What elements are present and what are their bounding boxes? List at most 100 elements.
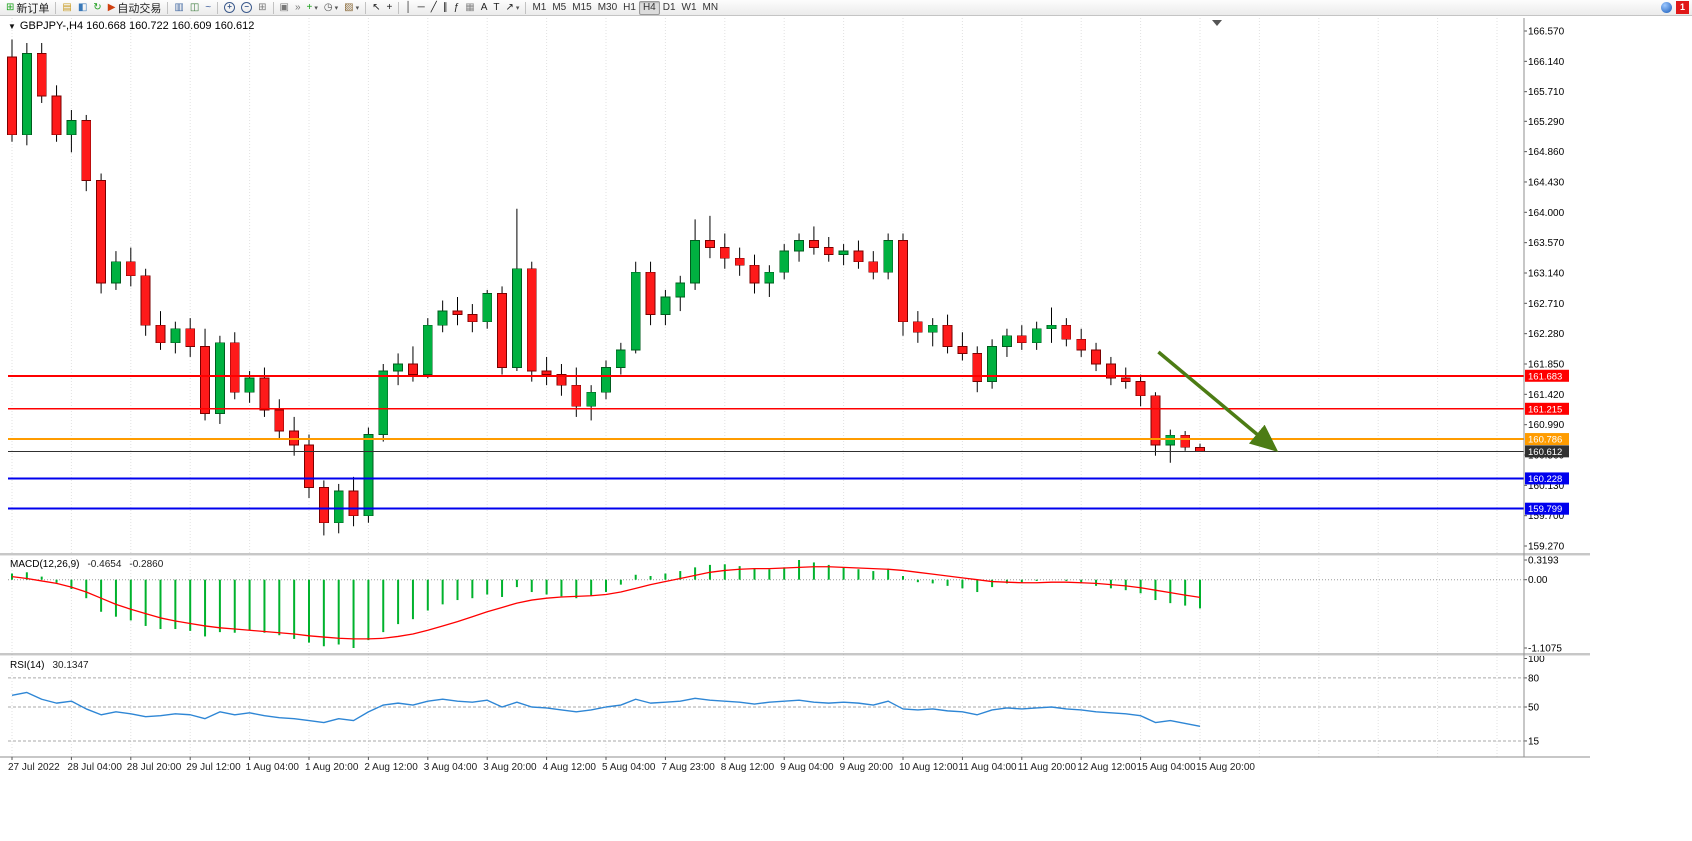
- svg-text:80: 80: [1528, 673, 1540, 684]
- horizontal-line-icon: ─: [417, 1, 425, 13]
- notification-badge[interactable]: 1: [1675, 1, 1689, 14]
- vertical-line-button[interactable]: │: [402, 1, 414, 15]
- svg-text:2 Aug 12:00: 2 Aug 12:00: [364, 762, 418, 773]
- line-chart-mode-button[interactable]: ~: [202, 1, 214, 15]
- svg-text:10 Aug 12:00: 10 Aug 12:00: [899, 762, 958, 773]
- refresh-button[interactable]: ↻: [90, 1, 104, 15]
- refresh-icon: ↻: [93, 1, 102, 13]
- trendline-icon: ╱: [430, 1, 437, 13]
- trendline-button[interactable]: ╱: [428, 1, 440, 15]
- macd-title: MACD(12,26,9) -0.4654 -0.2860: [10, 559, 163, 570]
- tf-mn-label: MN: [702, 2, 719, 13]
- bar-chart-mode-button[interactable]: ▥: [171, 1, 186, 15]
- crosshair-button[interactable]: +: [384, 1, 396, 15]
- svg-text:161.215: 161.215: [1528, 404, 1562, 415]
- tf-w1-button[interactable]: W1: [679, 1, 700, 15]
- templates-button[interactable]: ▨ ▾: [341, 1, 362, 15]
- toolbar-separator: [398, 1, 400, 14]
- chart-canvas[interactable]: 166.570 166.140 165.710 165.290 164.860 164.4…: [0, 16, 1692, 841]
- svg-text:164.430: 164.430: [1528, 177, 1565, 188]
- tf-m30-button[interactable]: M30: [595, 1, 620, 15]
- chart-shift-button[interactable]: »: [292, 1, 304, 15]
- svg-text:160.990: 160.990: [1528, 420, 1565, 431]
- tf-mn-button[interactable]: MN: [700, 1, 722, 15]
- svg-text:4 Aug 12:00: 4 Aug 12:00: [543, 762, 597, 773]
- price-tag-161.683: 161.683: [1525, 369, 1569, 382]
- svg-text:0.3193: 0.3193: [1528, 556, 1559, 567]
- arrange-charts-button[interactable]: ▣: [277, 1, 292, 15]
- new-order-button[interactable]: ⊞ 新订单: [3, 1, 52, 15]
- label-icon: T: [493, 1, 500, 13]
- tf-d1-button[interactable]: D1: [660, 1, 679, 15]
- tf-d1-label: D1: [662, 2, 676, 13]
- tf-h1-button[interactable]: H1: [620, 1, 639, 15]
- rsi-title: RSI(14) 30.1347: [10, 660, 89, 671]
- fibonacci-button[interactable]: ƒ: [451, 1, 463, 15]
- crosshair-icon: +: [386, 1, 393, 13]
- tile-windows-icon: ⊞: [258, 1, 267, 13]
- zoom-out-button[interactable]: −: [238, 1, 255, 15]
- svg-text:29 Jul 12:00: 29 Jul 12:00: [186, 762, 241, 773]
- svg-text:160.130: 160.130: [1528, 481, 1565, 492]
- text-tool-button[interactable]: A: [478, 1, 491, 15]
- toolbar-separator: [217, 1, 219, 14]
- tf-m30-label: M30: [597, 2, 618, 13]
- horizontal-line-button[interactable]: ─: [415, 1, 428, 15]
- data-window-button[interactable]: ◧: [75, 1, 90, 15]
- cursor-button[interactable]: ↖: [369, 1, 383, 15]
- tf-m5-button[interactable]: M5: [549, 1, 569, 15]
- order-chart-icon: ⊞: [6, 1, 15, 13]
- toolbar-separator: [167, 1, 169, 14]
- svg-text:9 Aug 20:00: 9 Aug 20:00: [840, 762, 894, 773]
- rsi-line: [11, 691, 1201, 727]
- cursor-icon: ↖: [372, 1, 381, 13]
- arrow-shapes-icon: ↗: [505, 1, 514, 13]
- svg-text:9 Aug 04:00: 9 Aug 04:00: [780, 762, 834, 773]
- rsi-axis[interactable]: 100 80 50 15: [1524, 654, 1545, 747]
- candlestick-mode-button[interactable]: ◫: [187, 1, 202, 15]
- svg-text:28 Jul 04:00: 28 Jul 04:00: [67, 762, 122, 773]
- svg-text:28 Jul 20:00: 28 Jul 20:00: [127, 762, 182, 773]
- macd-value-signal: -0.2860: [129, 559, 164, 570]
- zoom-in-button[interactable]: +: [221, 1, 238, 15]
- periods-button[interactable]: ◷ ▾: [321, 1, 341, 15]
- tf-h4-button[interactable]: H4: [638, 0, 660, 15]
- template-icon: ▨: [344, 1, 354, 13]
- trend-arrow[interactable]: [1157, 350, 1279, 453]
- tile-windows-button[interactable]: ⊞: [255, 1, 269, 15]
- tf-m1-label: M1: [532, 2, 547, 13]
- vertical-line-icon: │: [405, 1, 412, 13]
- chart-title: ▼ GBPJPY-,H4 160.668 160.722 160.609 160…: [8, 20, 254, 32]
- price-tag-160.612: 160.612: [1525, 445, 1569, 458]
- dropdown-caret-icon: ▾: [515, 4, 520, 12]
- time-axis[interactable]: 27 Jul 2022 28 Jul 04:00 28 Jul 20:00 29 Ju…: [8, 757, 1255, 773]
- tf-m1-button[interactable]: M1: [529, 1, 549, 15]
- candles-layer: [7, 39, 1205, 536]
- bar-chart-icon: ▥: [174, 1, 184, 13]
- indicators-button[interactable]: + ▾: [304, 1, 321, 15]
- tf-m15-button[interactable]: M15: [569, 1, 594, 15]
- market-watch-button[interactable]: ▤: [59, 1, 74, 15]
- grid-tool-button[interactable]: ▦: [462, 1, 477, 15]
- text-icon: A: [480, 1, 488, 13]
- macd-label: MACD(12,26,9): [10, 559, 80, 570]
- svg-text:3 Aug 04:00: 3 Aug 04:00: [424, 762, 478, 773]
- toolbar-separator: [55, 1, 57, 14]
- search-orb-icon[interactable]: [1660, 2, 1672, 13]
- svg-text:160.786: 160.786: [1528, 435, 1562, 446]
- svg-text:160.612: 160.612: [1528, 447, 1562, 458]
- chart-shift-marker[interactable]: [1212, 20, 1222, 26]
- new-order-label: 新订单: [16, 2, 50, 15]
- autotrading-button[interactable]: ▶ 自动交易: [105, 1, 165, 15]
- dropdown-caret-icon: ▾: [334, 4, 339, 12]
- svg-text:8 Aug 12:00: 8 Aug 12:00: [721, 762, 775, 773]
- macd-axis[interactable]: 0.3193 0.00 -1.1075: [1524, 556, 1562, 655]
- arrow-shapes-button[interactable]: ↗ ▾: [503, 1, 523, 15]
- channel-button[interactable]: ∥: [440, 1, 451, 15]
- tf-h1-label: H1: [623, 2, 636, 13]
- clock-icon: ◷: [323, 1, 333, 13]
- svg-text:7 Aug 23:00: 7 Aug 23:00: [661, 762, 715, 773]
- label-tool-button[interactable]: T: [490, 1, 502, 15]
- svg-text:-1.1075: -1.1075: [1528, 643, 1562, 654]
- chart-menu-caret-icon[interactable]: ▼: [8, 21, 16, 31]
